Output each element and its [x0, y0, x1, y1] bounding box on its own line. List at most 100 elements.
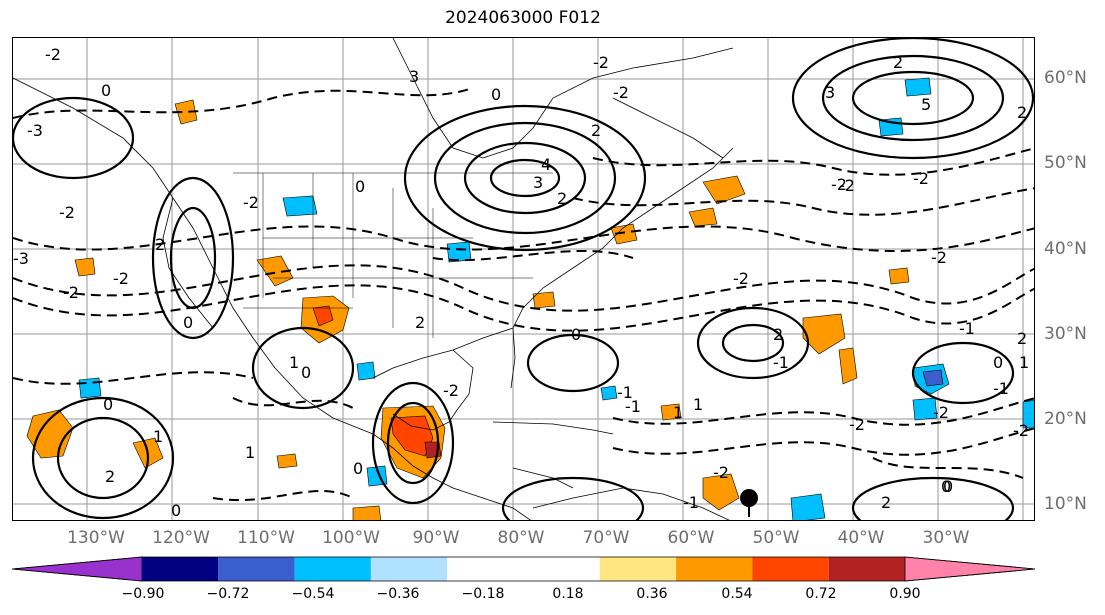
colorbar-tick: −0.36 [376, 586, 420, 602]
colorbar-tick: −0.90 [121, 586, 165, 602]
contour-label: 2 [155, 235, 165, 254]
lon-label: 70°W [582, 528, 630, 548]
contour-label: 0 [943, 477, 953, 496]
contour-label: 0 [571, 325, 581, 344]
contour-label: 0 [355, 177, 365, 196]
contour-label: 4 [541, 155, 551, 174]
lon-label: 60°W [667, 528, 715, 548]
contour-label: -2 [443, 381, 459, 400]
contour-label: 2 [773, 325, 783, 344]
colorbar-cell [523, 557, 600, 581]
colorbar-cell [142, 557, 219, 581]
lon-label: 130°W [67, 528, 125, 548]
contour-label: -1 [617, 383, 633, 402]
colorbar-cell [370, 557, 448, 581]
contour-label: -2 [839, 176, 855, 195]
contour-label: 0 [183, 313, 193, 332]
colorbar-border [12, 556, 1036, 582]
contour-label: -3 [13, 249, 29, 268]
contour-label: 2 [415, 313, 425, 332]
contour-label: -2 [831, 175, 847, 194]
contour-label: -1 [959, 319, 975, 338]
lon-label: 120°W [152, 528, 210, 548]
colorbar-tick: 0.90 [889, 586, 921, 602]
contour-label: 3 [825, 83, 835, 102]
contour-label: -2 [243, 193, 259, 212]
contour-label: 1 [153, 427, 163, 446]
contour-label: 1 [673, 403, 683, 422]
contour-label: 0 [941, 477, 951, 496]
lat-label: 10°N [1044, 494, 1087, 514]
borders [233, 172, 553, 338]
contour-label: 5 [921, 95, 931, 114]
colorbar-cell [599, 557, 677, 581]
contour-label: 2 [557, 189, 567, 208]
lon-label: 80°W [497, 528, 545, 548]
contour-label: -2 [63, 283, 79, 302]
colorbar-tick: −0.72 [206, 586, 250, 602]
contour-label: -2 [931, 248, 947, 267]
contour-label: 2 [1017, 103, 1027, 122]
shaded-regions [26, 77, 1034, 520]
lat-label: 60°N [1044, 68, 1087, 88]
map-title: 2024063000 F012 [445, 8, 601, 28]
colorbar-tick: 0.18 [552, 586, 584, 602]
lat-label: 40°N [1044, 239, 1087, 259]
contour-label: -1 [625, 397, 641, 416]
contour-label: 0 [101, 81, 111, 100]
contour-label: -2 [733, 269, 749, 288]
contour-label: -2 [613, 83, 629, 102]
contour-label: 1 [693, 395, 703, 414]
lat-label: 30°N [1044, 324, 1087, 344]
contours [13, 38, 1034, 520]
contour-label: -1 [683, 493, 699, 512]
contour-label: 2 [1017, 329, 1027, 348]
contour-label: 0 [491, 85, 501, 104]
contour-label: 2 [893, 53, 903, 72]
contour-labels: -2 -2 0 -3 3 3 -2 2 0 4 5 3 -2 2 -2 0 -3… [13, 45, 1029, 520]
contour-label: 1 [245, 443, 255, 462]
contour-label: 1 [1019, 353, 1029, 372]
map-panel: -2 -2 0 -3 3 3 -2 2 0 4 5 3 -2 2 -2 0 -3… [12, 37, 1035, 521]
lon-label: 100°W [322, 528, 380, 548]
colorbar-tick: 0.72 [805, 586, 837, 602]
colorbar-cell [828, 557, 905, 581]
colorbar-cell [676, 557, 753, 581]
contour-label: -2 [933, 403, 949, 422]
contour-label: -2 [1013, 421, 1029, 440]
colorbar-cell [218, 557, 295, 581]
colorbar-cell [294, 557, 371, 581]
station-marker-tail [748, 505, 750, 517]
lon-label: 30°W [922, 528, 970, 548]
contour-label: 1 [289, 353, 299, 372]
map-canvas: -2 -2 0 -3 3 3 -2 2 0 4 5 3 -2 2 -2 0 -3… [13, 38, 1034, 520]
contour-label: -1 [993, 379, 1009, 398]
contour-label: 3 [533, 173, 543, 192]
contour-label: -2 [113, 269, 129, 288]
contour-label: 0 [353, 459, 363, 478]
colorbar [12, 556, 1036, 582]
lon-label: 40°W [837, 528, 885, 548]
gridlines [13, 38, 1034, 520]
lat-label: 50°N [1044, 153, 1087, 173]
contours-dashed [13, 87, 1034, 502]
colorbar-cell [12, 556, 143, 582]
contour-label: -1 [773, 353, 789, 372]
contour-label: -2 [849, 415, 865, 434]
contour-label: 2 [881, 493, 891, 512]
colorbar-cell [447, 557, 524, 581]
contour-label: 2 [591, 121, 601, 140]
colorbar-cell [752, 557, 829, 581]
contour-label: -2 [45, 45, 61, 64]
contour-label: 0 [993, 353, 1003, 372]
colorbar-cell [904, 556, 1036, 582]
lon-label: 50°W [752, 528, 800, 548]
contour-label: -2 [913, 169, 929, 188]
contour-label: 0 [171, 501, 181, 520]
lon-label: 110°W [237, 528, 295, 548]
colorbar-tick: −0.54 [291, 586, 335, 602]
contour-label: -3 [27, 121, 43, 140]
lon-label: 90°W [412, 528, 460, 548]
contour-label: -2 [59, 203, 75, 222]
contour-label: 3 [409, 67, 419, 86]
